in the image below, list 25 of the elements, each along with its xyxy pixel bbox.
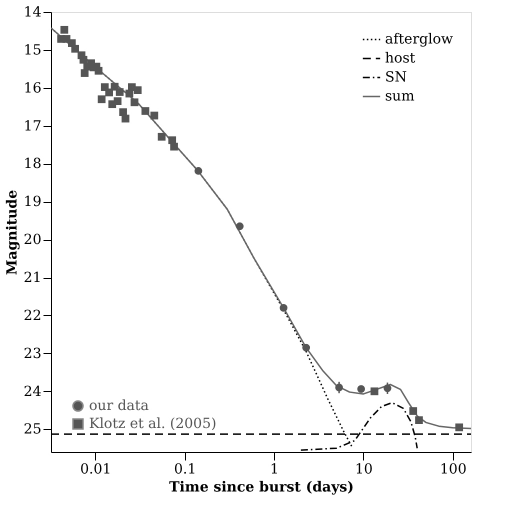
x-tick-label: 0.01	[80, 462, 112, 478]
y-tick-label: 14	[24, 4, 42, 20]
y-tick-label: 20	[24, 232, 42, 248]
legend-label: our data	[89, 398, 149, 414]
y-tick-label: 18	[24, 156, 42, 172]
legend-label: SN	[385, 70, 407, 86]
y-tick-label: 24	[24, 384, 42, 400]
x-tick-label: 0.1	[174, 462, 196, 478]
x-tick-label: 100	[440, 462, 467, 478]
y-tick-label: 16	[24, 80, 42, 96]
legend-label: host	[385, 50, 416, 66]
y-tick-label: 19	[24, 194, 42, 210]
y-axis-title: Magnitude	[4, 190, 21, 276]
y-tick-label: 22	[24, 308, 42, 324]
x-tick-label: 10	[354, 462, 373, 478]
y-tick-label: 17	[24, 118, 42, 134]
y-tick-label: 21	[24, 270, 42, 286]
y-tick-label: 25	[24, 422, 42, 438]
x-tick-label: 1	[270, 462, 279, 478]
y-tick-label: 15	[24, 42, 42, 58]
legend-label: afterglow	[385, 32, 453, 48]
legend-label: sum	[385, 88, 414, 104]
legend-label: Klotz et al. (2005)	[89, 416, 216, 432]
y-tick-label: 23	[24, 346, 42, 362]
x-axis-title: Time since burst (days)	[169, 480, 354, 496]
